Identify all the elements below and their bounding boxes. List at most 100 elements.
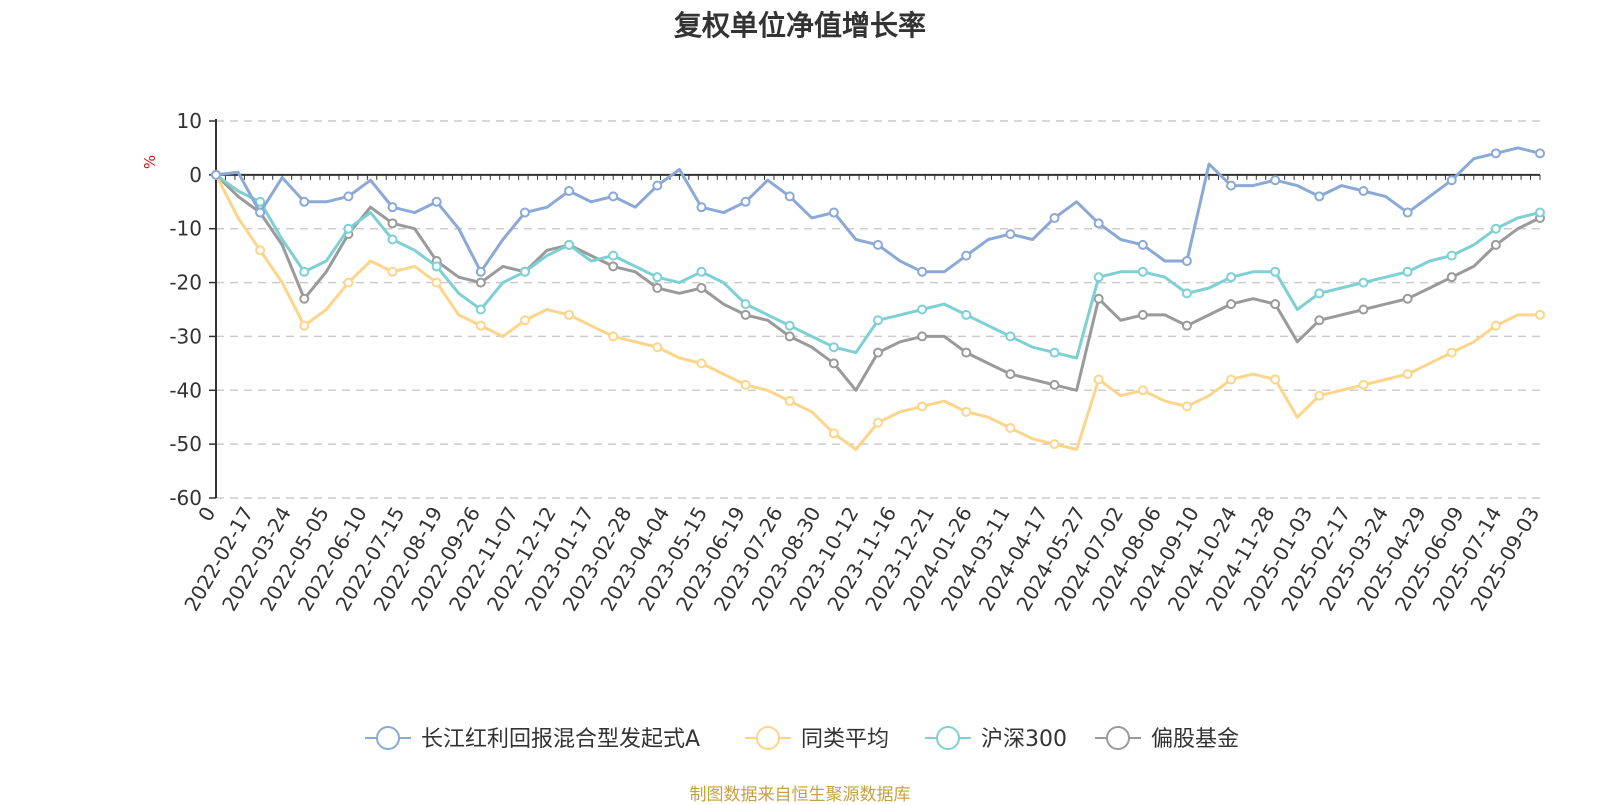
series-point — [961, 309, 972, 320]
series-point — [1402, 293, 1413, 304]
series-point — [1226, 180, 1237, 191]
series-point — [608, 250, 619, 261]
series-point — [1490, 148, 1501, 159]
series-point — [1490, 223, 1501, 234]
series-point — [1358, 379, 1369, 390]
series-point — [1049, 212, 1060, 223]
series-point — [917, 331, 928, 342]
y-axis-unit: % — [141, 155, 159, 169]
series-point — [873, 239, 883, 250]
series-point — [519, 266, 530, 277]
series-point — [387, 202, 398, 213]
series-point — [1270, 374, 1281, 385]
legend-label: 同类平均 — [801, 727, 889, 752]
series-point — [1535, 148, 1545, 159]
series-point — [1314, 390, 1325, 401]
series-point — [784, 331, 795, 342]
series-line — [214, 174, 1540, 451]
series-point — [1535, 207, 1545, 218]
series-point — [873, 315, 883, 326]
series-point — [1005, 369, 1016, 380]
series-point — [1226, 299, 1237, 310]
series-point — [1226, 374, 1237, 385]
series-point — [1049, 347, 1060, 358]
series-point — [740, 379, 751, 390]
y-tick-label: -40 — [169, 378, 202, 402]
series-point — [828, 428, 839, 439]
series-point — [961, 347, 972, 358]
series-point — [1314, 315, 1325, 326]
y-tick-label: -60 — [169, 486, 202, 510]
series-point — [1005, 229, 1016, 240]
legend-label: 沪深300 — [981, 727, 1067, 752]
series-point — [1358, 186, 1369, 197]
series-point — [696, 282, 707, 293]
series-point — [917, 304, 928, 315]
source-note: 制图数据来自恒生聚源数据库 — [689, 785, 911, 805]
series-point — [784, 396, 795, 407]
legend-marker — [376, 726, 400, 750]
legend-marker — [936, 726, 960, 750]
series-point — [961, 406, 972, 417]
legend-marker — [1106, 726, 1130, 750]
series-point — [1490, 239, 1501, 250]
y-tick-label: 0 — [189, 163, 202, 187]
series-lines — [211, 146, 1545, 451]
series-point — [608, 191, 619, 202]
grid-lines — [216, 120, 1540, 499]
series-point — [387, 218, 398, 229]
series-point — [475, 304, 486, 315]
series-point — [564, 239, 575, 250]
series-point — [299, 196, 310, 207]
series-point — [1093, 272, 1104, 283]
series-point — [1005, 331, 1016, 342]
series-point — [1137, 266, 1148, 277]
series-point — [1049, 439, 1060, 450]
y-tick-label: -20 — [169, 271, 202, 295]
series-point — [1270, 299, 1281, 310]
series-point — [475, 320, 486, 331]
series-point — [564, 186, 575, 197]
chart-title: 复权单位净值增长率 — [673, 9, 926, 42]
series-point — [431, 196, 442, 207]
y-tick-label: -50 — [169, 432, 202, 456]
series-point — [828, 207, 839, 218]
legend-label: 长江红利回报混合型发起式A — [421, 727, 700, 752]
series-point — [299, 293, 310, 304]
series-point — [740, 299, 751, 310]
series-point — [873, 417, 883, 428]
series-point — [255, 245, 266, 256]
series-point — [343, 277, 354, 288]
series-point — [1490, 320, 1501, 331]
y-tick-label: -10 — [169, 217, 202, 241]
series-point — [652, 282, 663, 293]
series-line — [215, 146, 1541, 274]
series-point — [652, 180, 663, 191]
series-point — [1358, 304, 1369, 315]
series-point — [1181, 288, 1192, 299]
series-point — [1314, 288, 1325, 299]
series-point — [299, 266, 310, 277]
series-point — [1181, 320, 1192, 331]
series-point — [343, 191, 354, 202]
series-point — [1005, 422, 1016, 433]
series-point — [961, 250, 972, 261]
series-point — [1181, 401, 1192, 412]
series-point — [1402, 266, 1413, 277]
series-point — [299, 320, 310, 331]
series-point — [652, 342, 663, 353]
series-point — [519, 315, 530, 326]
legend: 长江红利回报混合型发起式A 同类平均 沪深300 偏股基金 — [365, 726, 1239, 752]
series-point — [519, 207, 530, 218]
series-point — [873, 347, 883, 358]
series-point — [652, 272, 663, 283]
series-point — [784, 320, 795, 331]
series-point — [343, 223, 354, 234]
series-point — [1181, 256, 1192, 267]
series-point — [1270, 175, 1281, 186]
y-tick-label: 10 — [177, 109, 202, 133]
series-point — [608, 261, 619, 272]
series-point — [431, 261, 442, 272]
series-point — [387, 234, 398, 245]
